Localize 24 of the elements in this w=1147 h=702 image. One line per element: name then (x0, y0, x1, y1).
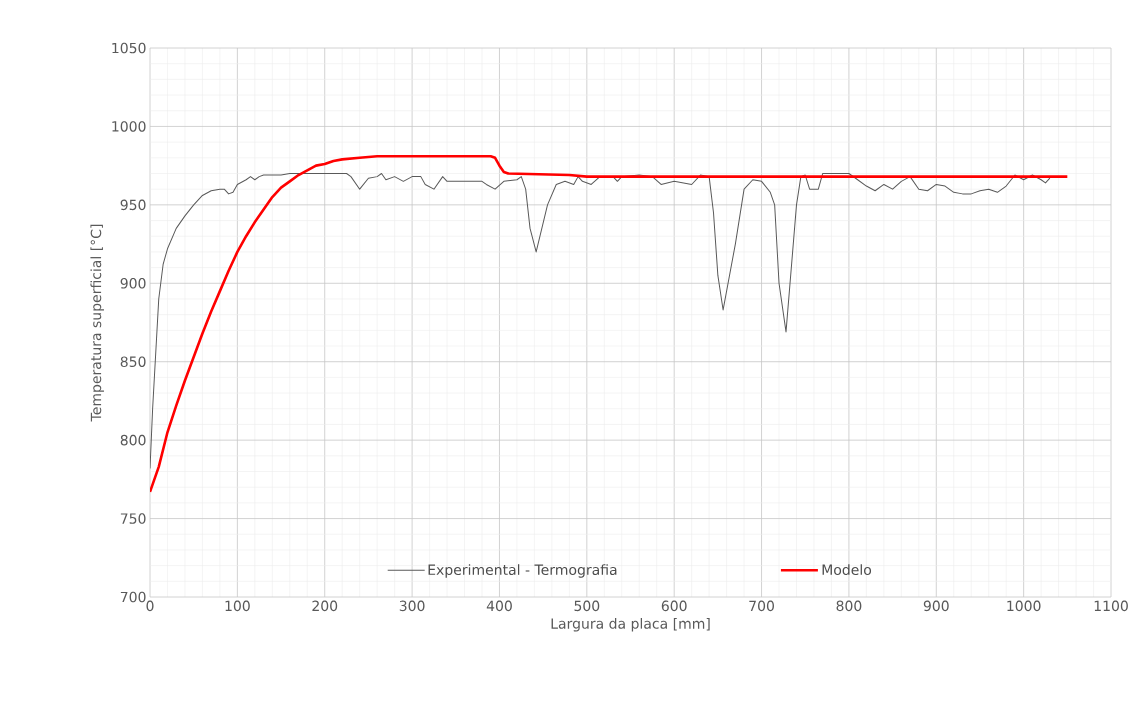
y-tick-label: 1050 (112, 42, 146, 54)
y-tick-label: 850 (120, 356, 146, 368)
x-tick-label: 200 (312, 600, 338, 612)
x-tick-label: 400 (486, 600, 512, 612)
y-axis-title: Temperatura superficial [°C] (90, 224, 104, 422)
y-tick-label: 900 (120, 277, 146, 289)
x-tick-label: 1000 (1007, 600, 1041, 612)
x-tick-label: 100 (225, 600, 250, 612)
x-tick-label: 900 (923, 600, 949, 612)
y-tick-label: 700 (120, 591, 146, 603)
y-tick-label: 950 (120, 199, 146, 211)
x-tick-label: 1100 (1094, 600, 1128, 612)
y-tick-label: 1000 (112, 121, 146, 132)
legend-label: Experimental - Termografia (428, 564, 617, 578)
x-axis-title: Largura da placa [mm] (551, 617, 710, 632)
x-tick-label: 700 (749, 600, 774, 612)
x-tick-label: 300 (399, 600, 425, 612)
x-tick-label: 500 (574, 600, 600, 612)
y-tick-label: 750 (120, 513, 146, 524)
legend-label: Modelo (822, 564, 872, 576)
x-tick-label: 600 (661, 600, 687, 612)
x-tick-label: 0 (146, 600, 154, 612)
x-tick-label: 800 (836, 600, 862, 612)
y-tick-label: 800 (120, 434, 146, 446)
